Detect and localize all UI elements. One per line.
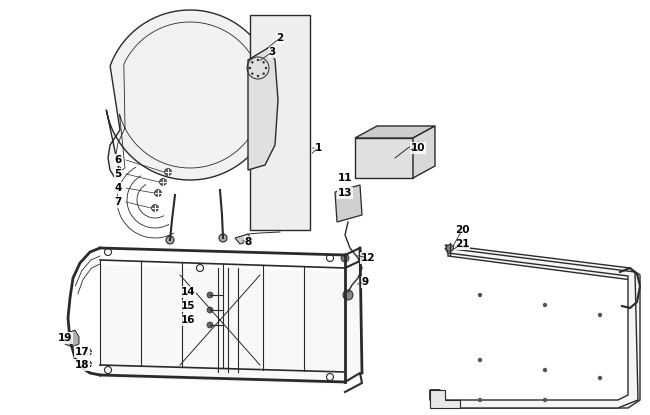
Circle shape bbox=[543, 398, 547, 402]
Text: 1: 1 bbox=[315, 143, 322, 153]
Text: 14: 14 bbox=[181, 287, 195, 297]
Text: 15: 15 bbox=[181, 301, 195, 311]
Text: 5: 5 bbox=[114, 169, 122, 179]
Circle shape bbox=[478, 398, 482, 402]
Circle shape bbox=[257, 59, 259, 61]
Circle shape bbox=[151, 205, 159, 212]
Polygon shape bbox=[235, 234, 252, 244]
Polygon shape bbox=[430, 390, 460, 408]
Polygon shape bbox=[355, 138, 413, 178]
Polygon shape bbox=[250, 15, 310, 230]
Circle shape bbox=[478, 358, 482, 362]
Polygon shape bbox=[100, 262, 362, 385]
Circle shape bbox=[249, 67, 251, 69]
Circle shape bbox=[598, 313, 602, 317]
Text: 7: 7 bbox=[114, 197, 122, 207]
Circle shape bbox=[219, 234, 227, 242]
Text: 2: 2 bbox=[276, 33, 283, 43]
Text: 16: 16 bbox=[181, 315, 195, 325]
Polygon shape bbox=[413, 126, 435, 178]
Circle shape bbox=[263, 61, 265, 63]
Circle shape bbox=[155, 190, 161, 196]
Circle shape bbox=[207, 322, 213, 328]
Circle shape bbox=[343, 290, 353, 300]
Polygon shape bbox=[355, 126, 435, 138]
Circle shape bbox=[598, 376, 602, 380]
Text: 11: 11 bbox=[338, 173, 352, 183]
Circle shape bbox=[447, 244, 454, 251]
Circle shape bbox=[251, 61, 254, 63]
Text: 20: 20 bbox=[455, 225, 469, 235]
Circle shape bbox=[207, 307, 213, 313]
Text: 18: 18 bbox=[75, 360, 89, 370]
Text: 4: 4 bbox=[114, 183, 122, 193]
Text: 10: 10 bbox=[411, 143, 425, 153]
Text: 3: 3 bbox=[268, 47, 276, 57]
Polygon shape bbox=[430, 245, 640, 408]
Text: 12: 12 bbox=[361, 253, 375, 263]
Circle shape bbox=[251, 73, 254, 75]
Text: 6: 6 bbox=[114, 155, 122, 165]
Text: 21: 21 bbox=[455, 239, 469, 249]
Circle shape bbox=[341, 254, 349, 262]
Polygon shape bbox=[107, 10, 275, 180]
Circle shape bbox=[84, 349, 92, 356]
Polygon shape bbox=[430, 248, 638, 408]
Circle shape bbox=[84, 361, 92, 368]
Text: 8: 8 bbox=[244, 237, 252, 247]
Circle shape bbox=[159, 178, 166, 186]
Circle shape bbox=[263, 73, 265, 75]
Polygon shape bbox=[65, 330, 79, 347]
Polygon shape bbox=[335, 185, 362, 222]
Circle shape bbox=[543, 368, 547, 372]
Text: 13: 13 bbox=[338, 188, 352, 198]
Circle shape bbox=[164, 168, 172, 176]
Text: 9: 9 bbox=[361, 277, 369, 287]
Circle shape bbox=[265, 67, 267, 69]
Circle shape bbox=[166, 236, 174, 244]
Circle shape bbox=[478, 293, 482, 297]
Text: 19: 19 bbox=[58, 333, 72, 343]
Circle shape bbox=[257, 75, 259, 77]
Circle shape bbox=[543, 303, 547, 307]
Polygon shape bbox=[248, 48, 278, 170]
Circle shape bbox=[207, 292, 213, 298]
Text: 17: 17 bbox=[75, 347, 89, 357]
